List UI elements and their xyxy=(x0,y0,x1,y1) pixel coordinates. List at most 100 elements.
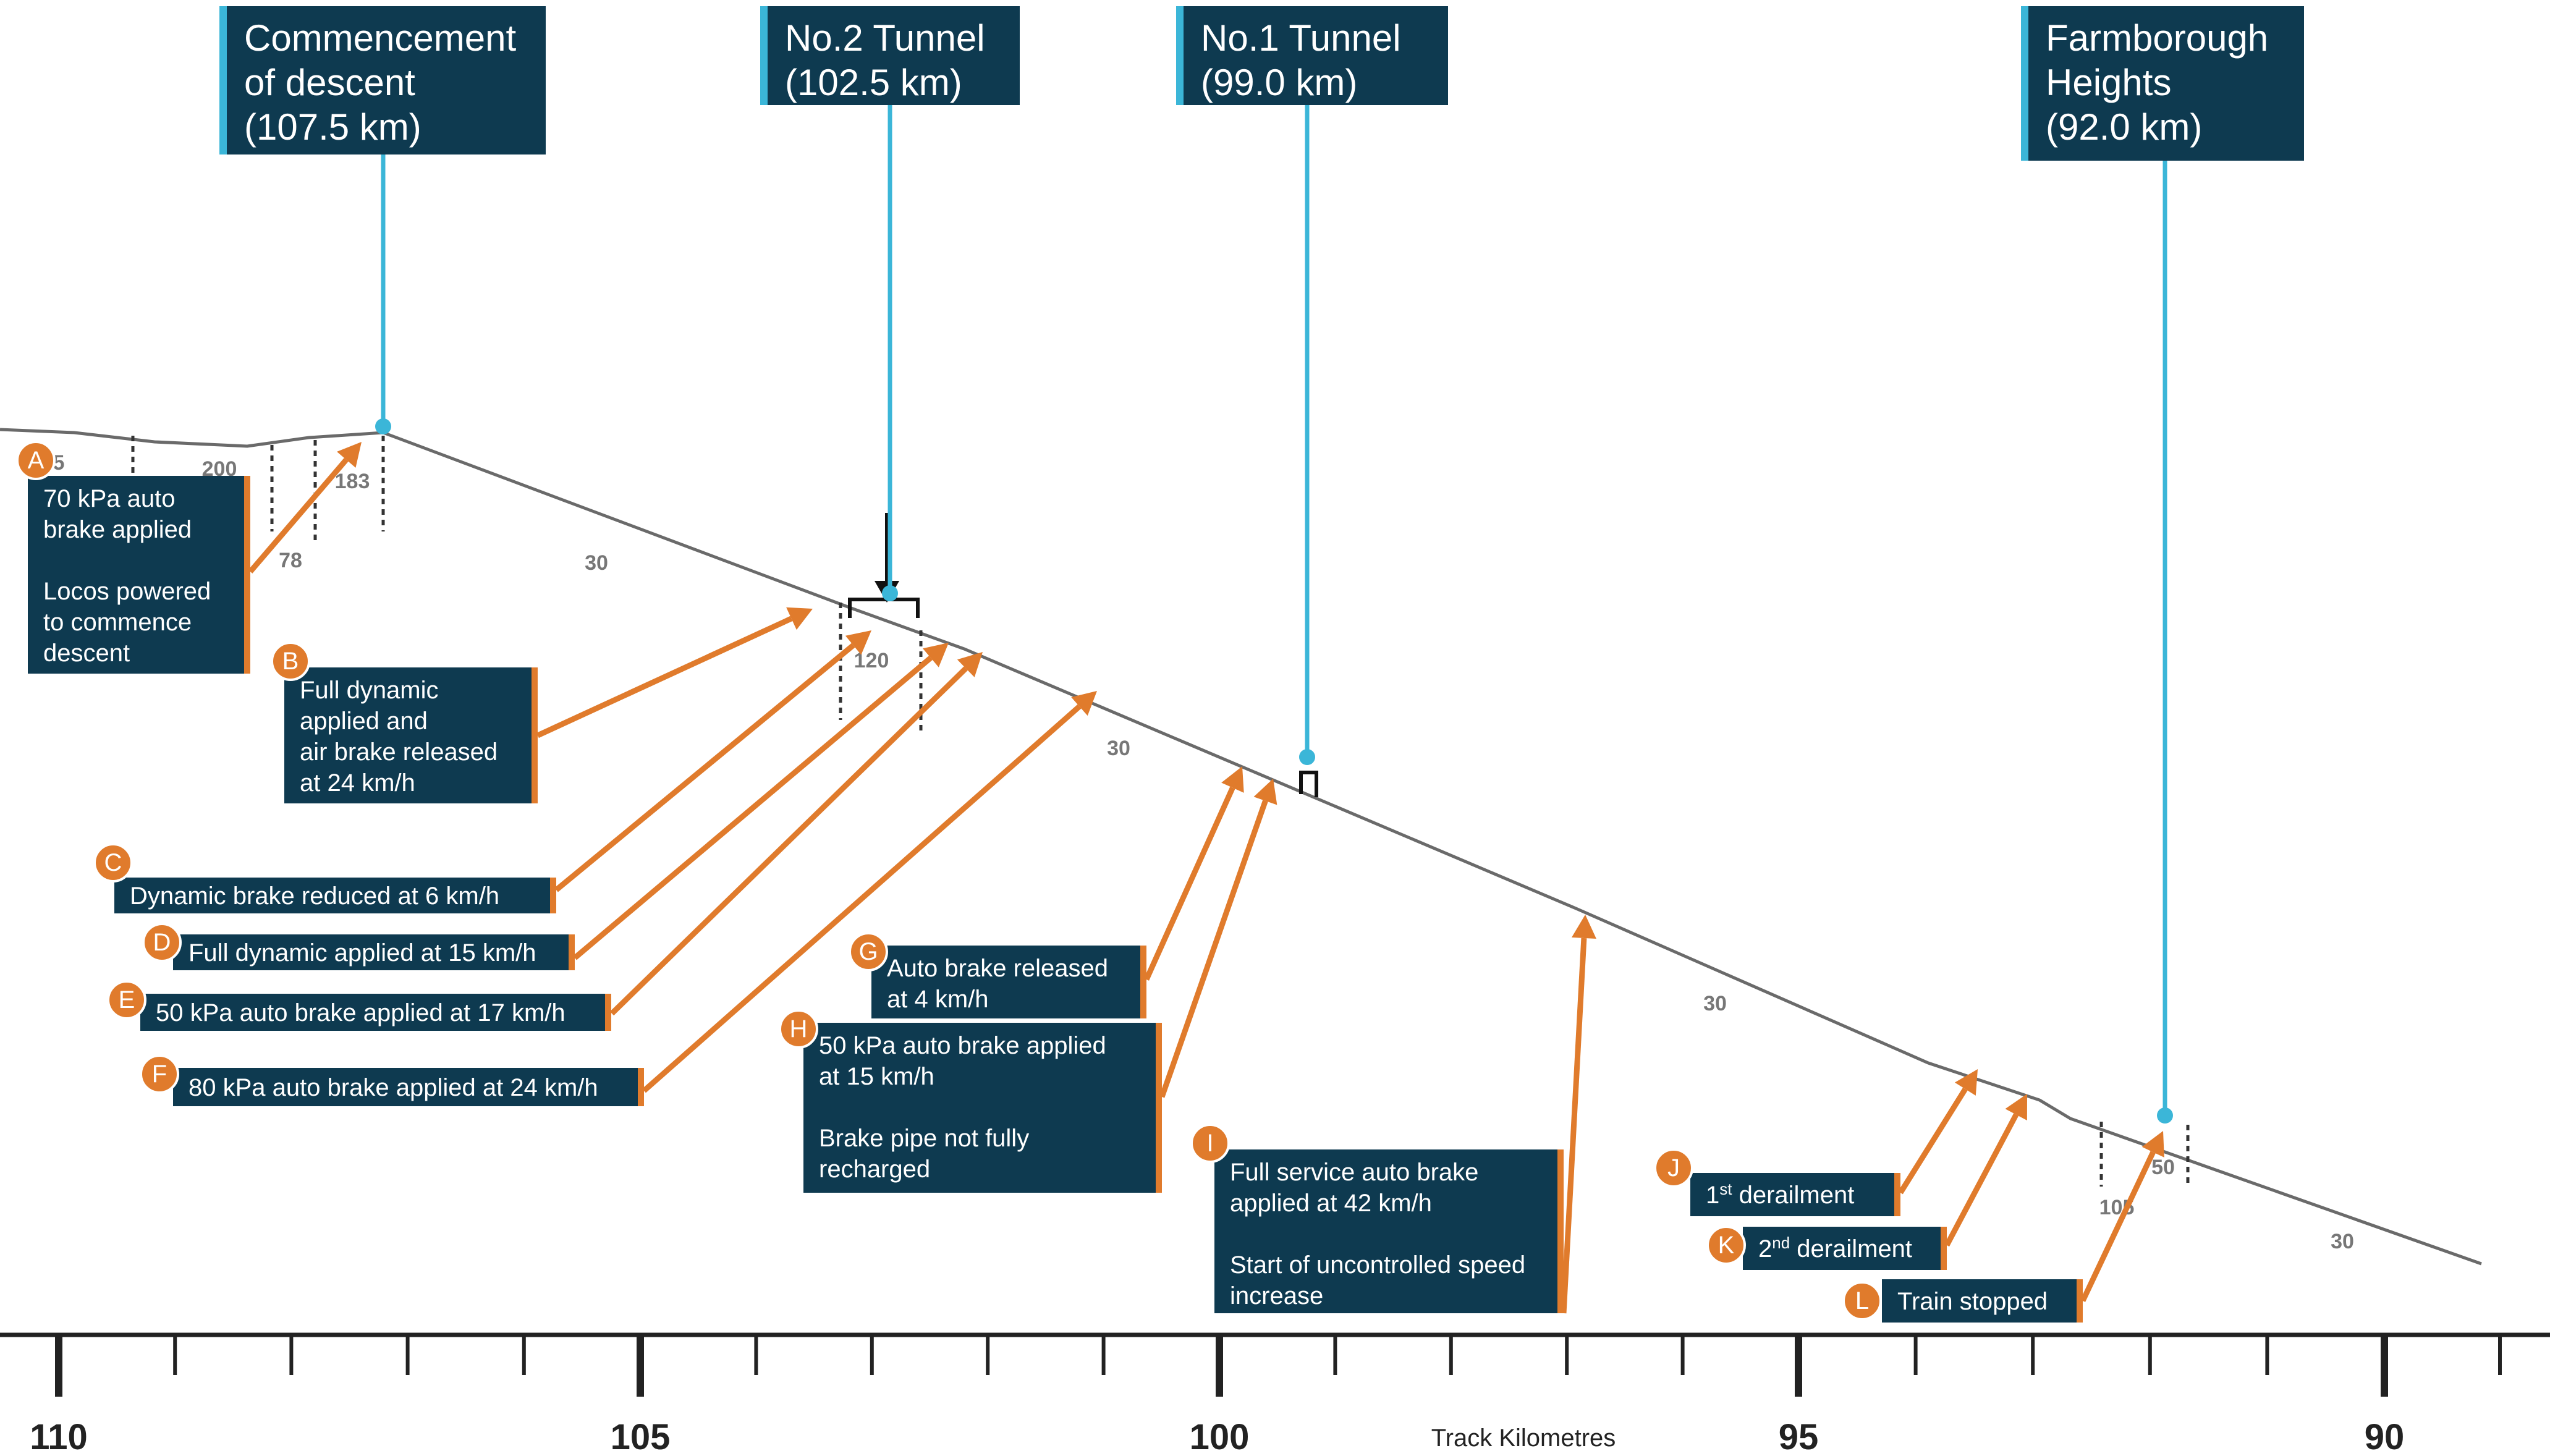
tunnel-1-marker xyxy=(1299,771,1318,797)
event-arrow-head xyxy=(2005,1094,2027,1120)
event-d: Full dynamic applied at 15 km/h D xyxy=(142,643,949,970)
location-tunnel2: No.2 Tunnel(102.5 km) xyxy=(760,6,1020,601)
event-arrow-shaft xyxy=(1159,800,1268,1098)
event-badge-letter: A xyxy=(28,447,44,474)
event-box xyxy=(1214,1149,1564,1313)
location-box xyxy=(760,6,1020,105)
event-e: 50 kPa auto brake applied at 17 km/h E xyxy=(107,652,983,1031)
event-arrow-head xyxy=(1954,1069,1978,1096)
axis-title: Track Kilometres xyxy=(1431,1424,1616,1452)
event-badge xyxy=(1706,1225,1746,1265)
grade-label: 30 xyxy=(1107,737,1130,760)
grade-label: 30 xyxy=(1703,992,1727,1015)
event-box xyxy=(1743,1227,1947,1270)
event-arrow-head xyxy=(957,652,983,677)
event-badge xyxy=(16,441,56,480)
event-box-stripe xyxy=(605,994,611,1031)
location-box xyxy=(2021,6,2304,161)
location-label-line: of descent xyxy=(244,62,415,103)
event-k: 2nd derailment K xyxy=(1706,1094,2027,1270)
event-h: 50 kPa auto brake applied at 15 km/h Brake… xyxy=(779,779,1277,1193)
event-f: 80 kPa auto brake applied at 24 km/h F xyxy=(140,691,1097,1106)
event-label-line: Full dynamic applied at 15 km/h xyxy=(188,939,536,967)
event-label-line: Auto brake released xyxy=(887,955,1108,982)
event-box-stripe xyxy=(1156,1023,1162,1193)
event-b: Full dynamic applied and air brake release… xyxy=(271,607,813,803)
axis-tick-label: 105 xyxy=(611,1417,671,1456)
tunnel-2-marker xyxy=(848,598,920,618)
location-label-line: No.2 Tunnel xyxy=(785,17,985,59)
event-arrow-shaft xyxy=(554,643,855,892)
event-box xyxy=(871,946,1146,1018)
event-box-stripe xyxy=(2077,1279,2083,1323)
event-box xyxy=(140,994,611,1031)
event-box xyxy=(28,476,250,674)
location-box-stripe xyxy=(2021,6,2028,161)
event-arrow-head xyxy=(1571,915,1596,939)
location-label-line: No.1 Tunnel xyxy=(1201,17,1401,59)
grade-label: 30 xyxy=(585,551,608,575)
event-label-line: descent xyxy=(43,640,130,667)
track-profile-line xyxy=(0,428,2482,1266)
event-a: 70 kPa auto brake applied Locos powered to … xyxy=(16,441,362,674)
location-box xyxy=(1176,6,1448,105)
location-label-line: (99.0 km) xyxy=(1201,62,1357,103)
event-badge-letter: I xyxy=(1206,1130,1213,1157)
event-label-line: increase xyxy=(1230,1282,1323,1310)
event-badge xyxy=(779,1009,818,1049)
event-i: Full service auto brake applied at 42 km/… xyxy=(1190,915,1596,1314)
event-arrow-shaft xyxy=(536,616,793,739)
event-label-line: to commence xyxy=(43,609,192,636)
axis-tick-label: 110 xyxy=(30,1417,88,1456)
axis-tick-label: 90 xyxy=(2365,1417,2405,1456)
event-arrow-shaft xyxy=(2080,1151,2156,1302)
event-badge-letter: G xyxy=(858,938,878,965)
event-label-line: Dynamic brake reduced at 6 km/h xyxy=(130,882,499,910)
location-box-stripe xyxy=(760,6,768,105)
location-box-stripe xyxy=(219,6,227,154)
location-label-line: Farmborough xyxy=(2046,17,2268,59)
event-box-stripe xyxy=(1941,1227,1947,1270)
event-label-line: Full service auto brake xyxy=(1230,1159,1478,1186)
event-label-line: 50 kPa auto brake applied at 17 km/h xyxy=(156,999,565,1026)
event-box-stripe xyxy=(1140,946,1146,1018)
event-badge-letter: C xyxy=(104,849,122,876)
location-label-line: Heights xyxy=(2046,62,2171,103)
event-box xyxy=(1882,1279,2083,1323)
event-badge xyxy=(142,923,182,962)
location-label-line: Commencement xyxy=(244,17,516,59)
grade-label: 5 xyxy=(53,451,65,475)
event-box xyxy=(173,1068,644,1106)
event-label-line: air brake released xyxy=(300,739,498,766)
event-arrow-shaft xyxy=(248,457,349,574)
event-badge xyxy=(107,980,146,1020)
event-arrow-head xyxy=(786,607,813,630)
event-label-line: at 4 km/h xyxy=(887,986,989,1013)
event-arrow-shaft xyxy=(609,666,968,1016)
event-box-stripe xyxy=(532,667,538,803)
grade-label: 78 xyxy=(279,549,302,572)
event-j: 1st derailment J xyxy=(1654,1069,1978,1216)
event-badge-letter: J xyxy=(1667,1154,1680,1182)
event-box-stripe xyxy=(1894,1173,1900,1216)
event-arrow-head xyxy=(1071,691,1097,716)
event-badge xyxy=(140,1054,179,1094)
event-arrow-shaft xyxy=(1561,938,1587,1314)
event-box xyxy=(1690,1173,1900,1216)
event-box-stripe xyxy=(1557,1149,1564,1313)
event-label-line: Train stopped xyxy=(1897,1288,2048,1315)
location-label-line: (107.5 km) xyxy=(244,106,421,148)
event-box-stripe xyxy=(638,1068,644,1106)
event-label-line: recharged xyxy=(819,1156,930,1183)
event-label-line: Brake pipe not fully xyxy=(819,1125,1029,1152)
event-label-line: 2nd derailment xyxy=(1758,1234,1912,1263)
event-label-line: 70 kPa auto xyxy=(43,485,176,512)
location-tunnel1: No.1 Tunnel(99.0 km) xyxy=(1176,6,1448,765)
axis-tick-label: 95 xyxy=(1779,1417,1819,1456)
event-arrow-shaft xyxy=(642,704,1082,1093)
event-c: Dynamic brake reduced at 6 km/h C xyxy=(93,630,871,913)
event-box-stripe xyxy=(244,476,250,674)
